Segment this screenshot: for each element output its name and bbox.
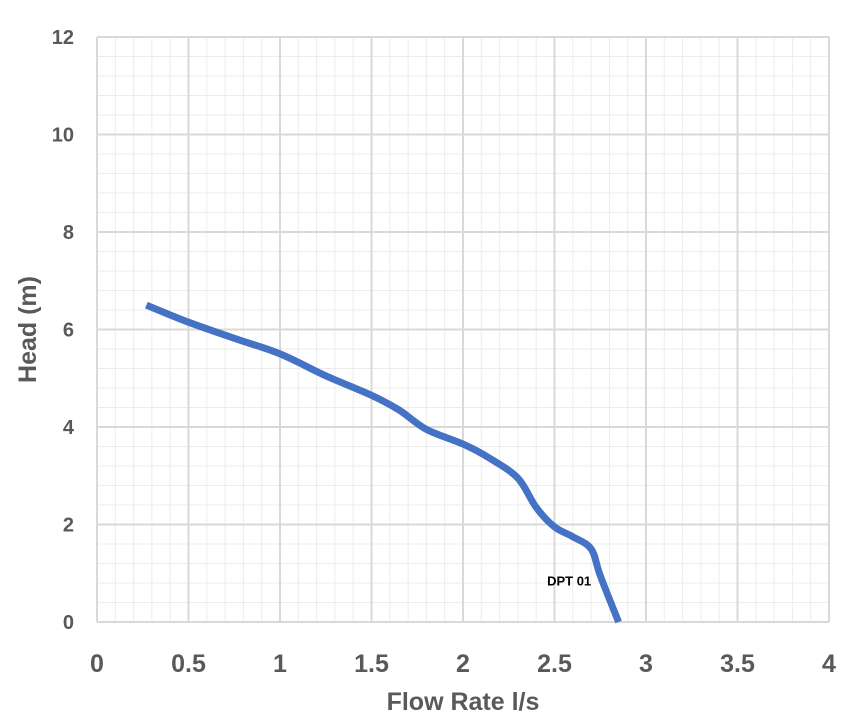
series-layer [145,301,622,624]
x-tick-label: 0 [90,650,104,678]
x-axis-ticks: 0 0.5 1 1.5 2 2.5 3 3.5 4 [90,650,836,678]
y-axis-title: Head (m) [14,276,42,383]
x-tick-label: 3 [639,650,653,678]
series-line [145,301,622,624]
y-tick-label: 2 [63,515,74,537]
series-annotation-label: DPT 01 [547,573,591,588]
y-tick-label: 6 [63,320,74,342]
y-tick-label: 12 [52,27,74,49]
x-tick-label: 1 [273,650,287,678]
x-tick-label: 2.5 [537,650,572,678]
x-tick-label: 1.5 [354,650,389,678]
x-axis-title: Flow Rate l/s [387,688,540,716]
y-tick-label: 8 [63,222,74,244]
x-tick-label: 3.5 [720,650,755,678]
x-tick-label: 0.5 [171,650,206,678]
y-axis-ticks: 0 2 4 6 8 10 12 [52,27,75,634]
annotations: DPT 01 [547,573,591,588]
y-tick-label: 0 [63,612,74,634]
x-tick-label: 2 [456,650,470,678]
y-tick-label: 4 [63,417,75,439]
y-tick-label: 10 [52,125,74,147]
x-tick-label: 4 [822,650,836,678]
